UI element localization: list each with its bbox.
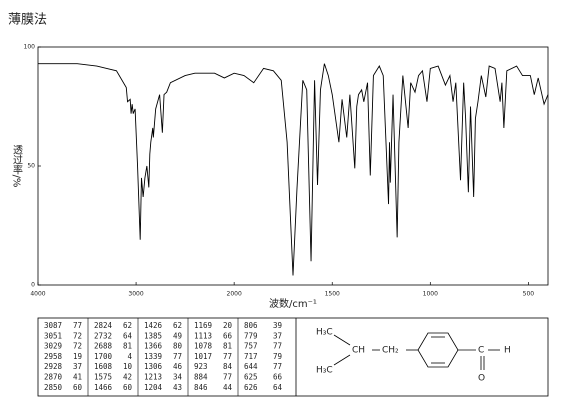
peak-transmittance: 79	[273, 352, 282, 361]
peak-transmittance: 44	[223, 383, 233, 392]
structure-label: H₃C	[316, 328, 333, 338]
peak-wavenumber: 717	[244, 352, 258, 361]
peak-transmittance: 4	[127, 352, 132, 361]
peak-wavenumber: 1339	[144, 352, 162, 361]
peak-transmittance: 20	[223, 321, 233, 330]
structure-label: H	[504, 346, 511, 356]
peak-transmittance: 77	[273, 342, 282, 351]
x-tick-label: 500	[523, 291, 535, 298]
x-tick-label: 4000	[30, 291, 45, 298]
structure-label: C	[478, 346, 484, 356]
x-tick-label: 3000	[128, 291, 143, 298]
peak-wavenumber: 1017	[194, 352, 212, 361]
peak-wavenumber: 3051	[44, 331, 62, 340]
peak-wavenumber: 846	[194, 383, 208, 392]
peak-wavenumber: 923	[194, 362, 208, 371]
peak-wavenumber: 1426	[144, 321, 163, 330]
peak-transmittance: 62	[123, 321, 132, 330]
y-tick-label: 0	[31, 282, 35, 289]
peak-wavenumber: 1466	[94, 383, 113, 392]
table-frame	[37, 317, 549, 397]
peak-wavenumber: 2732	[94, 331, 112, 340]
structure-label: CH	[352, 346, 365, 356]
peak-wavenumber: 1608	[94, 362, 113, 371]
y-tick-label: 100	[24, 44, 36, 51]
peak-transmittance: 81	[223, 342, 232, 351]
peak-wavenumber: 2958	[44, 352, 63, 361]
peak-transmittance: 77	[173, 352, 182, 361]
peak-transmittance: 77	[73, 321, 82, 330]
peak-transmittance: 42	[123, 373, 132, 382]
peak-transmittance: 34	[173, 373, 183, 382]
peak-transmittance: 43	[173, 383, 182, 392]
structure-bonds	[333, 332, 500, 370]
plot-frame	[37, 46, 549, 286]
peak-wavenumber: 1078	[194, 342, 213, 351]
peak-transmittance: 19	[73, 352, 82, 361]
peak-transmittance: 77	[273, 362, 282, 371]
peak-transmittance: 80	[173, 342, 183, 351]
peak-wavenumber: 1169	[194, 321, 212, 330]
y-axis-label: 透过率/%	[11, 144, 23, 187]
peak-wavenumber: 1213	[144, 373, 162, 382]
peak-transmittance: 66	[273, 373, 283, 382]
peak-wavenumber: 1306	[144, 362, 163, 371]
peak-wavenumber: 626	[244, 383, 258, 392]
peak-transmittance: 37	[273, 331, 282, 340]
peak-wavenumber: 2850	[44, 383, 63, 392]
peak-transmittance: 81	[123, 342, 132, 351]
peak-wavenumber: 644	[244, 362, 258, 371]
structure-label: H₃C	[316, 366, 333, 376]
peak-wavenumber: 3087	[44, 321, 62, 330]
x-axis-label: 波数/cm⁻¹	[269, 297, 317, 310]
peak-wavenumber: 806	[244, 321, 258, 330]
peak-transmittance: 60	[73, 383, 83, 392]
peak-wavenumber: 2928	[44, 362, 63, 371]
peak-wavenumber: 2870	[44, 373, 63, 382]
structure-label: CH₂	[382, 346, 399, 356]
peak-wavenumber: 625	[244, 373, 258, 382]
peak-transmittance: 49	[173, 331, 182, 340]
peak-transmittance: 66	[223, 331, 233, 340]
peak-transmittance: 62	[173, 321, 182, 330]
peak-wavenumber: 1204	[144, 383, 163, 392]
peak-wavenumber: 1113	[194, 331, 212, 340]
peak-transmittance: 84	[223, 362, 233, 371]
peak-wavenumber: 2824	[94, 321, 113, 330]
peak-wavenumber: 779	[244, 331, 258, 340]
peak-wavenumber: 1366	[144, 342, 163, 351]
peak-transmittance: 39	[273, 321, 282, 330]
structure-label: O	[478, 374, 485, 384]
peak-wavenumber: 1700	[94, 352, 113, 361]
peak-wavenumber: 3029	[44, 342, 62, 351]
x-tick-label: 2000	[227, 291, 242, 298]
peak-transmittance: 37	[73, 362, 82, 371]
peak-transmittance: 41	[73, 373, 82, 382]
peak-transmittance: 72	[73, 331, 82, 340]
x-tick-label: 1500	[325, 291, 340, 298]
peak-wavenumber: 884	[194, 373, 208, 382]
peak-transmittance: 77	[223, 373, 232, 382]
peak-wavenumber: 1575	[94, 373, 112, 382]
peak-transmittance: 10	[123, 362, 133, 371]
peak-transmittance: 64	[123, 331, 133, 340]
peak-wavenumber: 2688	[94, 342, 113, 351]
peak-wavenumber: 757	[244, 342, 258, 351]
x-tick-label: 1000	[423, 291, 438, 298]
chart-title: 薄膜法	[8, 13, 47, 28]
spectrum-line	[38, 63, 549, 276]
peak-transmittance: 72	[73, 342, 82, 351]
y-tick-label: 50	[27, 163, 35, 170]
peak-transmittance: 77	[223, 352, 232, 361]
peak-wavenumber: 1385	[144, 331, 162, 340]
peak-transmittance: 60	[123, 383, 133, 392]
peak-transmittance: 64	[273, 383, 283, 392]
peak-transmittance: 46	[173, 362, 183, 371]
